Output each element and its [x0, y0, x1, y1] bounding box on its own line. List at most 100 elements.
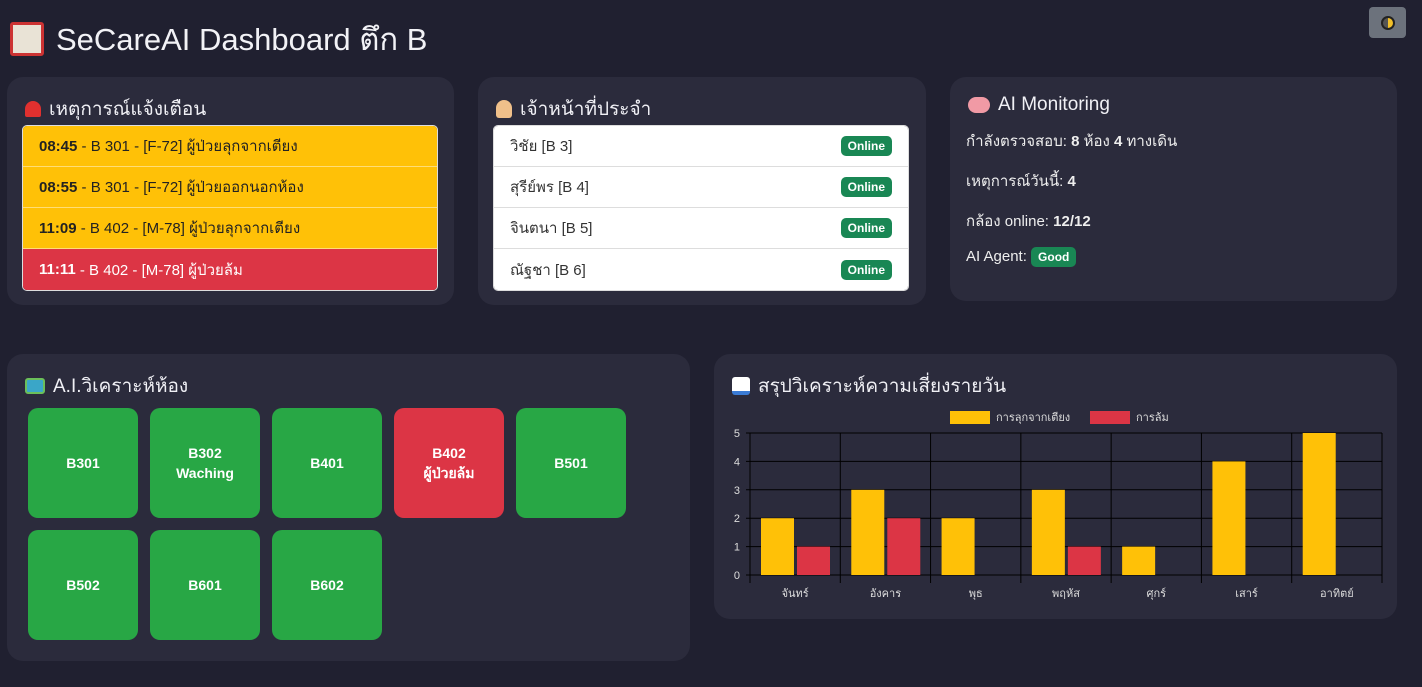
checking-line: กำลังตรวจสอบ: 8 ห้อง 4 ทางเดิน	[966, 129, 1177, 153]
y-tick-label: 0	[734, 570, 740, 582]
room-status: Waching	[176, 465, 234, 481]
agent-line: AI Agent: Good	[966, 247, 1077, 267]
staff-item[interactable]: จินตนา [B 5] Online	[494, 208, 908, 249]
room-tile[interactable]: B601	[150, 530, 260, 640]
y-tick-label: 3	[734, 485, 740, 497]
hospital-icon	[10, 22, 44, 56]
label: ทางเดิน	[1122, 133, 1178, 150]
alert-text: - B 402 - [M-78] ผู้ป่วยล้ม	[75, 261, 243, 279]
bar-bed-exit[interactable]	[851, 489, 885, 575]
alert-text: - B 402 - [M-78] ผู้ป่วยลุกจากเตียง	[76, 220, 301, 237]
status-badge: Online	[840, 218, 892, 238]
room-status: ผู้ป่วยล้ม	[423, 465, 475, 481]
bar-chart-icon	[732, 377, 750, 395]
siren-icon	[25, 101, 41, 117]
room-tile[interactable]: B501	[516, 408, 626, 518]
staff-list: วิชัย [B 3] Online สุรีย์พร [B 4] Online จ…	[493, 125, 909, 291]
y-tick-label: 1	[734, 542, 740, 554]
alert-text: - B 301 - [F-72] ผู้ป่วยลุกจากเตียง	[77, 138, 298, 155]
room-tile[interactable]: B302 Waching	[150, 408, 260, 518]
label: กล้อง online:	[966, 213, 1054, 230]
room-name: B302	[188, 445, 222, 461]
room-name: B501	[554, 455, 588, 471]
staff-title-text: เจ้าหน้าที่ประจำ	[520, 99, 652, 120]
bar-bed-exit[interactable]	[941, 518, 975, 575]
risk-bar-chart: 0 1 2 3 4 5 จันทร์ อังคาร พุธ พฤหัส ศุกร์ เสาร์ อาทิ…	[734, 411, 1383, 600]
health-worker-icon	[496, 100, 512, 118]
x-tick-label: จันทร์	[782, 587, 809, 600]
x-tick-label: เสาร์	[1235, 587, 1258, 600]
alerts-card: เหตุการณ์แจ้งเตือน 08:45 - B 301 - [F-72…	[7, 77, 454, 305]
y-tick-label: 4	[734, 456, 740, 468]
bar-bed-exit[interactable]	[1122, 546, 1156, 575]
bar-bed-exit[interactable]	[1302, 433, 1336, 575]
chart-title: สรุปวิเคราะห์ความเสี่ยงรายวัน	[732, 371, 1006, 401]
chart-title-text: สรุปวิเคราะห์ความเสี่ยงรายวัน	[758, 376, 1007, 397]
room-tile[interactable]: B402 ผู้ป่วยล้ม	[394, 408, 504, 518]
bar-bed-exit[interactable]	[1031, 489, 1065, 575]
chart-card: สรุปวิเคราะห์ความเสี่ยงรายวัน 0 1 2 3 4 5 จันท…	[714, 354, 1397, 619]
bar-bed-exit[interactable]	[761, 518, 794, 575]
label: เหตุการณ์วันนี้:	[966, 173, 1068, 190]
status-badge: Online	[840, 177, 892, 197]
rooms-title: A.I.วิเคราะห์ห้อง	[25, 371, 188, 401]
staff-title: เจ้าหน้าที่ประจำ	[496, 94, 651, 124]
room-name: B401	[310, 455, 344, 471]
room-name: B602	[310, 577, 344, 593]
y-tick-label: 2	[734, 513, 740, 525]
monitoring-title: AI Monitoring	[968, 94, 1110, 116]
bar-bed-exit[interactable]	[1212, 461, 1246, 575]
alert-item[interactable]: 11:11 - B 402 - [M-78] ผู้ป่วยล้ม	[23, 249, 437, 290]
x-tick-label: พฤหัส	[1052, 588, 1080, 600]
room-tile[interactable]: B301	[28, 408, 138, 518]
staff-name: จินตนา [B 5]	[510, 220, 593, 237]
x-tick-label: อังคาร	[870, 588, 902, 600]
events-count: 4	[1067, 173, 1076, 190]
theme-toggle-icon	[1380, 15, 1395, 30]
staff-name: ณัฐชา [B 6]	[510, 261, 586, 279]
label: ห้อง	[1079, 133, 1114, 150]
alert-item[interactable]: 11:09 - B 402 - [M-78] ผู้ป่วยลุกจากเตีย…	[23, 208, 437, 249]
room-tile[interactable]: B602	[272, 530, 382, 640]
alert-time: 08:55	[39, 178, 78, 196]
camera-count: 12/12	[1053, 213, 1091, 230]
alert-item[interactable]: 08:55 - B 301 - [F-72] ผู้ป่วยออกนอกห้อง	[23, 167, 437, 208]
monitoring-card: AI Monitoring กำลังตรวจสอบ: 8 ห้อง 4 ทาง…	[950, 77, 1397, 301]
events-line: เหตุการณ์วันนี้: 4	[966, 169, 1076, 193]
staff-item[interactable]: สุรีย์พร [B 4] Online	[494, 167, 908, 208]
alerts-title-text: เหตุการณ์แจ้งเตือน	[49, 99, 207, 120]
bar-fall[interactable]	[887, 518, 921, 575]
title-text: SeCareAI Dashboard ตึก B	[56, 22, 428, 57]
status-badge: Online	[840, 259, 892, 280]
legend-label[interactable]: การล้ม	[1136, 412, 1169, 424]
bar-fall[interactable]	[1067, 546, 1101, 575]
rooms-count: 8	[1071, 133, 1080, 150]
legend-label[interactable]: การลุกจากเตียง	[996, 411, 1070, 424]
monitoring-title-text: AI Monitoring	[998, 94, 1110, 115]
alert-list: 08:45 - B 301 - [F-72] ผู้ป่วยลุกจากเตีย…	[22, 125, 438, 291]
room-name: B301	[66, 455, 100, 471]
alert-time: 11:09	[39, 219, 77, 237]
alert-time: 11:11	[39, 261, 76, 278]
theme-toggle-button[interactable]	[1369, 7, 1406, 38]
status-badge: Online	[840, 136, 892, 156]
agent-status-badge: Good	[1031, 247, 1077, 267]
room-tile[interactable]: B401	[272, 408, 382, 518]
staff-card: เจ้าหน้าที่ประจำ วิชัย [B 3] Online สุรีย…	[478, 77, 926, 305]
bar-fall[interactable]	[797, 546, 830, 575]
alert-text: - B 301 - [F-72] ผู้ป่วยออกนอกห้อง	[77, 179, 304, 196]
room-name: B601	[188, 577, 222, 593]
map-icon	[25, 378, 45, 394]
room-tile[interactable]: B502	[28, 530, 138, 640]
rooms-card: A.I.วิเคราะห์ห้อง B301 B302 Waching B401 B40…	[7, 354, 690, 661]
staff-name: วิชัย [B 3]	[510, 138, 573, 155]
staff-item[interactable]: วิชัย [B 3] Online	[494, 126, 908, 167]
x-tick-label: ศุกร์	[1147, 587, 1167, 600]
camera-line: กล้อง online: 12/12	[966, 209, 1091, 233]
staff-name: สุรีย์พร [B 4]	[510, 179, 589, 196]
staff-item[interactable]: ณัฐชา [B 6] Online	[494, 249, 908, 290]
x-tick-label: อาทิตย์	[1320, 587, 1354, 600]
alert-item[interactable]: 08:45 - B 301 - [F-72] ผู้ป่วยลุกจากเตีย…	[23, 126, 437, 167]
rooms-title-text: A.I.วิเคราะห์ห้อง	[53, 376, 189, 397]
walkways-count: 4	[1113, 133, 1123, 150]
